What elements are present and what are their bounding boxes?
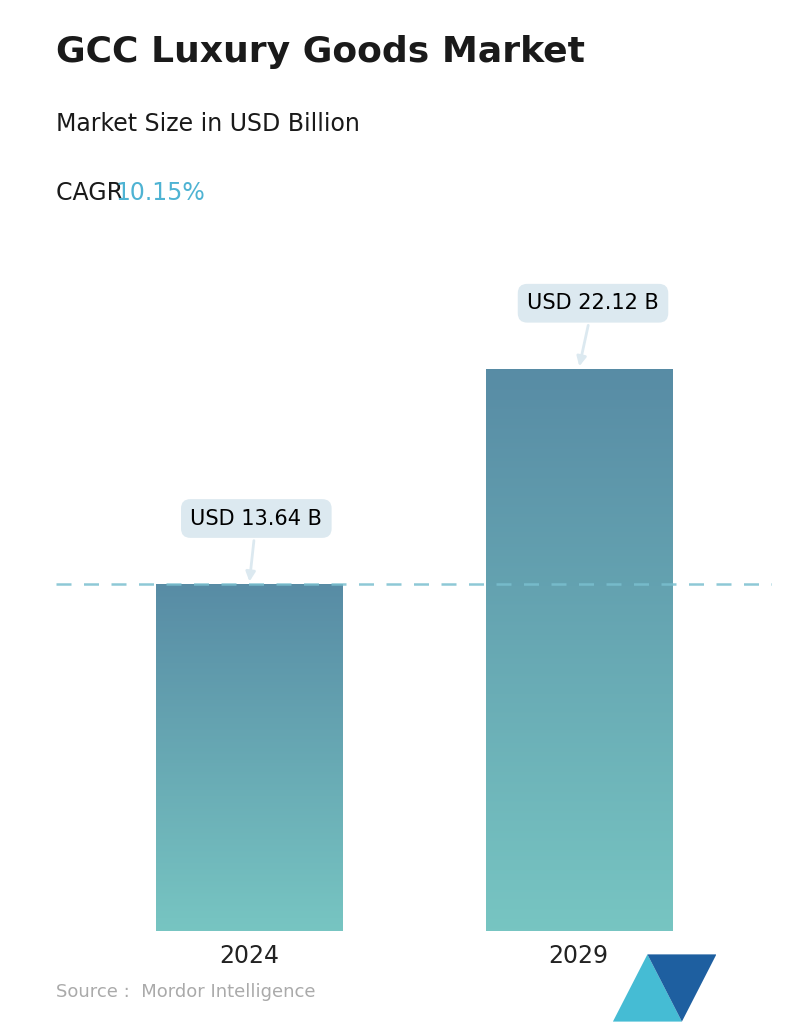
Text: Market Size in USD Billion: Market Size in USD Billion [56,113,360,136]
Polygon shape [647,954,716,1022]
Text: Source :  Mordor Intelligence: Source : Mordor Intelligence [56,983,315,1001]
Text: CAGR: CAGR [56,181,138,205]
Text: GCC Luxury Goods Market: GCC Luxury Goods Market [56,35,585,69]
Text: USD 22.12 B: USD 22.12 B [527,294,659,363]
Text: USD 13.64 B: USD 13.64 B [190,509,322,578]
Text: 10.15%: 10.15% [115,181,205,205]
Polygon shape [613,954,682,1022]
